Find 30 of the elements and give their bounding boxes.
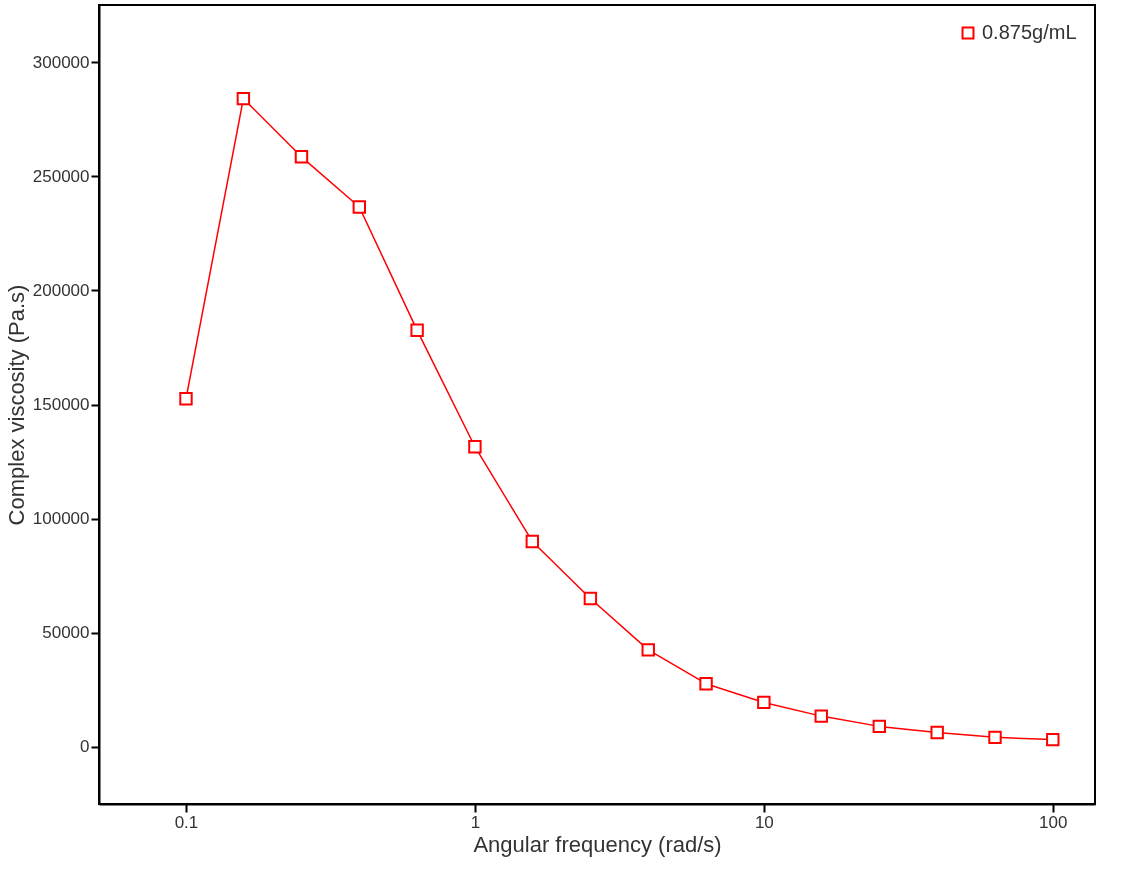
point xyxy=(410,323,424,338)
y-tick-label: 250000 xyxy=(32,166,90,186)
point xyxy=(988,730,1002,745)
point xyxy=(583,591,598,606)
point xyxy=(525,534,540,549)
x-tick-label: 0.1 xyxy=(174,812,199,832)
point xyxy=(757,695,771,710)
y-tick-label: 100000 xyxy=(32,509,90,529)
point xyxy=(814,709,828,723)
legend-label: 0.875g/mL xyxy=(982,21,1077,43)
x-tick-label: 10 xyxy=(754,812,774,832)
point xyxy=(872,719,887,734)
point xyxy=(1046,732,1060,747)
y-tick-label: 0 xyxy=(80,737,90,757)
point xyxy=(468,440,482,454)
point xyxy=(930,725,944,740)
point xyxy=(699,676,713,691)
point xyxy=(352,200,367,214)
y-tick-label: 200000 xyxy=(32,280,90,300)
y-tick-label: 150000 xyxy=(32,395,90,414)
y-tick-label: 300000 xyxy=(32,52,90,72)
y-tick-label: 50000 xyxy=(42,623,90,643)
x-axis-title: Angular frequency (rad/s) xyxy=(473,831,722,857)
point xyxy=(294,150,309,164)
y-axis-title: Complex viscosity (Pa.s) xyxy=(3,284,29,526)
x-tick-label: 100 xyxy=(1039,812,1068,832)
point xyxy=(179,392,193,406)
point xyxy=(236,91,251,106)
point xyxy=(641,643,655,657)
x-tick-label: 1 xyxy=(470,812,481,832)
